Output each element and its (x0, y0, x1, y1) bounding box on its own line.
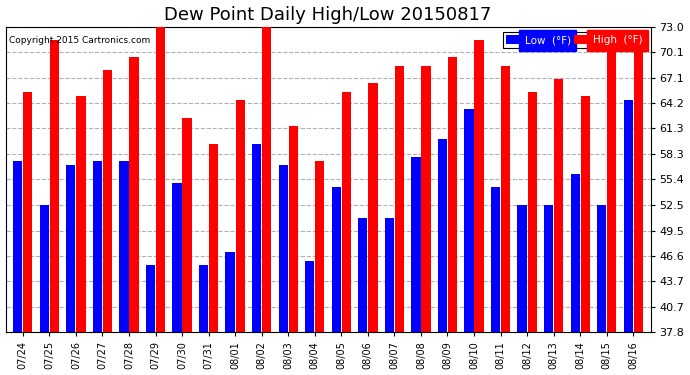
Bar (528, 92, 537, 332)
Bar (235, 100, 245, 332)
Bar (156, 22, 165, 332)
Bar (464, 109, 473, 332)
Bar (342, 92, 351, 332)
Bar (288, 126, 298, 332)
Bar (633, 44, 643, 332)
Title: Dew Point Daily High/Low 20150817: Dew Point Daily High/Low 20150817 (164, 6, 492, 24)
Bar (395, 66, 404, 332)
Bar (422, 66, 431, 332)
Bar (182, 118, 192, 332)
Bar (209, 144, 218, 332)
Bar (146, 266, 155, 332)
Bar (92, 161, 102, 332)
Bar (385, 217, 394, 332)
Bar (580, 96, 590, 332)
Bar (597, 205, 607, 332)
Bar (262, 27, 271, 332)
Bar (491, 187, 500, 332)
Bar (103, 70, 112, 332)
Text: Copyright 2015 Cartronics.com: Copyright 2015 Cartronics.com (9, 36, 150, 45)
Bar (50, 39, 59, 332)
Bar (39, 205, 49, 332)
Bar (199, 266, 208, 332)
Bar (571, 174, 580, 332)
Bar (13, 161, 22, 332)
Bar (368, 83, 377, 332)
Bar (23, 92, 32, 332)
Bar (332, 187, 341, 332)
Bar (119, 161, 128, 332)
Bar (305, 261, 315, 332)
Bar (518, 205, 526, 332)
Bar (544, 205, 553, 332)
Bar (554, 79, 563, 332)
Bar (77, 96, 86, 332)
Bar (226, 252, 235, 332)
Bar (279, 165, 288, 332)
Bar (66, 165, 75, 332)
Bar (172, 183, 181, 332)
Bar (475, 39, 484, 332)
Bar (624, 100, 633, 332)
Bar (411, 157, 420, 332)
Bar (448, 57, 457, 332)
Bar (501, 66, 511, 332)
Bar (315, 161, 324, 332)
Bar (130, 57, 139, 332)
Bar (358, 217, 368, 332)
Bar (252, 144, 262, 332)
Legend: Low  (°F), High  (°F): Low (°F), High (°F) (503, 32, 645, 48)
Bar (607, 39, 616, 332)
Bar (437, 140, 447, 332)
